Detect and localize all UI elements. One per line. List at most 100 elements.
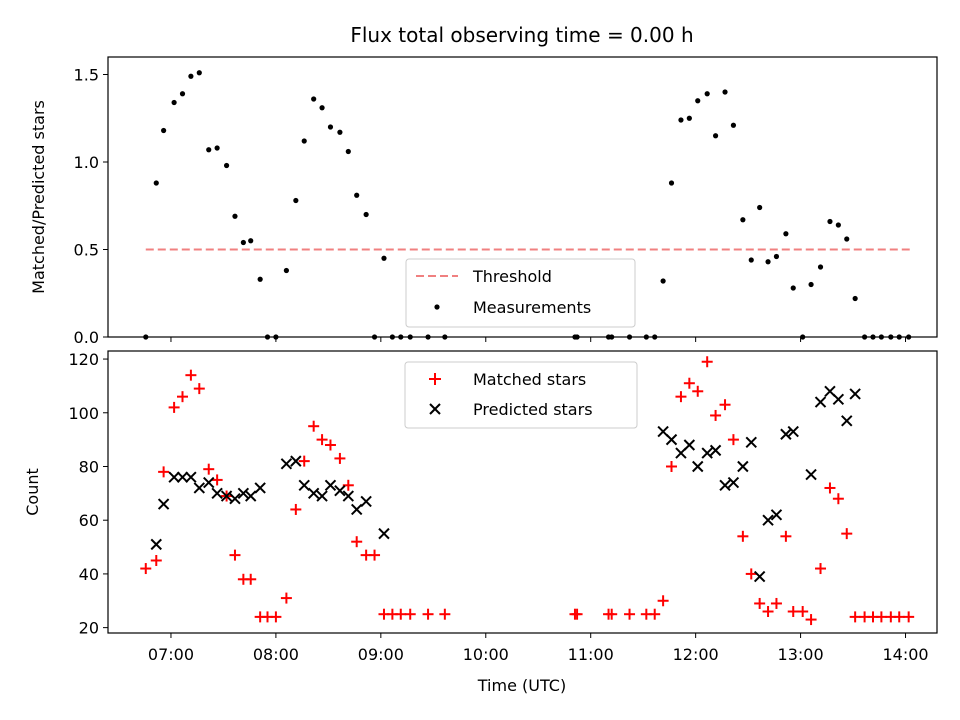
measurement-point: [712, 133, 719, 139]
measurement-point: [240, 239, 246, 246]
matched-star-point: [657, 595, 669, 607]
predicted-star-point: [280, 458, 293, 470]
measurement-point: [257, 276, 263, 282]
top-y-tick-label: 1.0: [74, 153, 99, 172]
top-axes-frame: [107, 56, 938, 338]
measurement-point: [852, 295, 858, 302]
top-x-ticks: [170, 337, 907, 342]
matched-star-point: [140, 563, 152, 575]
measurement-point: [354, 192, 360, 198]
predicted-star-point: [316, 490, 328, 502]
predicted-star-point: [290, 455, 302, 467]
measurement-point: [790, 285, 796, 291]
bottom-legend-box: [404, 361, 638, 429]
x-tick-label: 10:00: [463, 645, 509, 664]
predicted-star-point: [307, 487, 320, 500]
matched-star-point: [727, 434, 739, 446]
bottom-y-tick-label: 20: [79, 619, 99, 638]
matched-star-point: [334, 452, 346, 464]
matched-star-point: [770, 597, 782, 609]
matched-star-point: [439, 608, 451, 620]
predicted-star-point: [787, 425, 799, 438]
measurement-point: [765, 259, 771, 265]
matched-star-point: [351, 536, 363, 548]
bottom-legend: Matched stars Predicted stars: [404, 361, 638, 429]
measurement-point: [660, 278, 666, 284]
predicted-star-point: [150, 538, 162, 551]
x-tick-label: 13:00: [778, 645, 824, 664]
predicted-star-point: [841, 415, 853, 427]
matched-star-point: [168, 401, 180, 413]
x-axis-label: Time (UTC): [477, 676, 566, 695]
matched-star-point: [324, 439, 336, 451]
predicted-star-point: [229, 493, 241, 505]
matched-star-point: [683, 377, 695, 389]
legend-matched-swatch: [429, 373, 441, 385]
matched-star-point: [649, 608, 661, 620]
bottom-y-tick-label: 40: [79, 565, 99, 584]
measurement-point: [232, 213, 238, 219]
predicted-star-point: [753, 570, 766, 583]
bottom-x-ticks: 07:00 08:00 09:00 10:00 11:00 12:00 13:00 14:00: [148, 633, 929, 664]
top-y-axis-label: Matched/Predicted stars: [29, 100, 48, 294]
x-tick-label: 12:00: [673, 645, 719, 664]
measurement-point: [327, 124, 334, 130]
measurement-point: [196, 70, 202, 76]
matched-star-point: [832, 493, 844, 505]
measurement-point: [311, 96, 317, 102]
predicted-star-point: [298, 479, 310, 491]
predicted-star-point: [692, 460, 704, 473]
bottom-panel: 20 40 60 80 100 120 07:00 08:00 09:00 10:00 11:00…: [23, 350, 938, 695]
measurement-point: [345, 148, 351, 155]
measurement-point: [206, 147, 212, 153]
predicted-star-point: [245, 490, 257, 502]
predicted-star-point: [737, 460, 749, 473]
matched-star-point: [193, 383, 205, 395]
matched-star-point: [342, 479, 354, 491]
predicted-star-point: [220, 490, 233, 502]
matched-star-point: [316, 434, 328, 446]
predicted-star-point: [185, 471, 197, 483]
measurement-point: [668, 180, 675, 186]
measurement-point: [319, 105, 325, 111]
predicted-star-point: [701, 447, 713, 459]
predicted-star-point: [237, 487, 250, 500]
top-marks: [143, 70, 912, 340]
measurement-point: [704, 91, 710, 97]
measurement-point: [248, 238, 254, 244]
matched-star-point: [185, 369, 197, 381]
measurement-point: [722, 89, 728, 95]
matched-star-point: [875, 611, 887, 623]
bottom-y-axis-label: Count: [23, 468, 42, 516]
predicted-star-point: [683, 439, 696, 451]
x-tick-label: 07:00: [148, 645, 194, 664]
matched-star-point: [841, 528, 853, 540]
matched-star-point: [893, 611, 905, 623]
x-tick-label: 14:00: [882, 645, 928, 664]
bottom-axes-frame: [107, 350, 938, 634]
measurement-point: [678, 117, 684, 123]
matched-star-point: [404, 608, 416, 620]
x-tick-label: 09:00: [358, 645, 404, 664]
matched-star-point: [710, 409, 722, 421]
predicted-star-point: [203, 476, 215, 489]
matched-star-point: [606, 608, 618, 620]
matched-star-point: [903, 611, 915, 623]
top-y-tick-label: 0.5: [74, 241, 99, 260]
legend-predicted-swatch: [429, 403, 441, 415]
measurement-point: [363, 211, 369, 218]
predicted-star-point: [805, 468, 817, 481]
predicted-star-point: [334, 484, 346, 497]
measurement-point: [686, 115, 692, 121]
predicted-star-point: [770, 509, 783, 521]
top-panel: 0.0 0.5 1.0 1.5 Matched/Predicted stars Thr…: [29, 56, 938, 347]
predicted-star-point: [780, 428, 792, 440]
measurement-point: [827, 218, 833, 225]
matched-star-point: [229, 549, 241, 561]
matched-star-point: [280, 592, 292, 604]
measurement-point: [695, 98, 701, 104]
measurement-point: [301, 138, 307, 144]
measurement-point: [757, 204, 763, 211]
measurement-point: [835, 222, 841, 228]
